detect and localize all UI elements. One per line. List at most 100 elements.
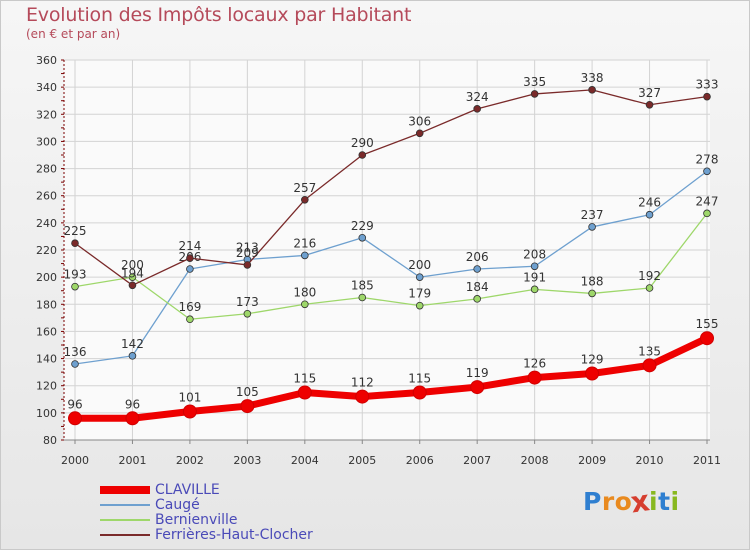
proxiti-logo: Proxiti bbox=[583, 483, 680, 520]
data-point bbox=[128, 273, 137, 281]
chart-title: Evolution des Impôts locaux par Habitant bbox=[26, 4, 412, 26]
data-label: 101 bbox=[178, 391, 201, 405]
x-tick-label: 2004 bbox=[291, 454, 319, 467]
data-point bbox=[642, 358, 657, 373]
data-point bbox=[358, 151, 367, 159]
x-tick-label: 2002 bbox=[176, 454, 204, 467]
x-tick-label: 2003 bbox=[233, 454, 261, 467]
data-label: 192 bbox=[638, 269, 661, 283]
chart-subtitle: (en € et par an) bbox=[26, 27, 121, 41]
data-point bbox=[588, 289, 596, 298]
legend-swatch bbox=[100, 486, 150, 494]
data-point bbox=[71, 239, 79, 248]
data-label: 119 bbox=[466, 366, 489, 380]
data-point bbox=[473, 265, 481, 273]
series-line bbox=[74, 170, 708, 365]
x-tick-label: 2010 bbox=[636, 454, 664, 467]
data-point bbox=[530, 90, 539, 98]
data-label: 208 bbox=[523, 247, 546, 261]
data-label: 142 bbox=[121, 337, 144, 351]
y-tick-label: 240 bbox=[36, 217, 57, 230]
data-point bbox=[703, 209, 711, 218]
data-point bbox=[527, 370, 542, 385]
data-point bbox=[301, 195, 309, 204]
data-point bbox=[301, 251, 309, 260]
data-point bbox=[530, 285, 539, 294]
data-point bbox=[588, 223, 596, 231]
data-point bbox=[186, 315, 194, 324]
legend-label: Caugé bbox=[155, 497, 200, 513]
y-tick-label: 300 bbox=[36, 135, 57, 148]
data-label: 105 bbox=[236, 385, 259, 399]
data-point bbox=[128, 352, 137, 360]
data-point bbox=[473, 295, 481, 303]
data-label: 257 bbox=[293, 181, 316, 195]
y-tick-label: 280 bbox=[36, 163, 57, 176]
data-point bbox=[415, 129, 424, 138]
data-point bbox=[182, 404, 197, 419]
series-bernienville: 193 200 169 173 180 185 179 184 191 188 192 247 bbox=[64, 194, 719, 324]
data-label: 290 bbox=[351, 136, 374, 150]
y-tick-label: 180 bbox=[36, 298, 57, 311]
data-label: 247 bbox=[696, 194, 719, 208]
legend-label: Ferrières-Haut-Clocher bbox=[155, 527, 313, 543]
legend-swatch bbox=[100, 519, 150, 521]
data-label: 209 bbox=[236, 246, 259, 260]
data-point bbox=[473, 105, 481, 113]
series-claville: 96 96 101 105 115 112 115 119 126 129 135 155 bbox=[67, 317, 719, 426]
series-line bbox=[74, 89, 708, 286]
y-tick-label: 340 bbox=[36, 81, 57, 94]
series-ferrieres-haut-clocher: 225 194 214 209 257 290 306 324 335 338 327 333 bbox=[64, 71, 719, 290]
y-tick-label: 140 bbox=[36, 353, 57, 366]
data-label: 115 bbox=[408, 372, 431, 386]
data-point bbox=[585, 366, 600, 381]
data-label: 200 bbox=[121, 258, 144, 272]
data-label: 333 bbox=[696, 78, 719, 92]
data-label: 155 bbox=[696, 317, 719, 331]
data-point bbox=[703, 167, 711, 176]
data-label: 194 bbox=[121, 266, 144, 280]
data-point bbox=[186, 254, 194, 262]
data-point bbox=[700, 331, 714, 346]
series-line bbox=[71, 334, 711, 422]
data-label: 126 bbox=[523, 357, 546, 371]
data-point bbox=[68, 411, 82, 426]
x-tick-label: 2009 bbox=[578, 454, 606, 467]
data-label: 214 bbox=[178, 239, 201, 253]
data-point bbox=[71, 360, 79, 368]
data-label: 327 bbox=[638, 86, 661, 100]
x-tick-label: 2001 bbox=[118, 454, 146, 467]
data-point bbox=[243, 309, 252, 318]
y-tick-label: 200 bbox=[36, 271, 57, 284]
data-point bbox=[412, 385, 427, 400]
data-label: 246 bbox=[638, 196, 661, 210]
data-point bbox=[415, 273, 424, 281]
x-tick-label: 2011 bbox=[693, 454, 721, 467]
data-label: 179 bbox=[408, 287, 431, 301]
data-label: 338 bbox=[581, 71, 604, 85]
data-label: 180 bbox=[293, 285, 316, 299]
data-point bbox=[71, 282, 79, 291]
data-point bbox=[125, 411, 140, 426]
y-tick-label: 160 bbox=[36, 325, 57, 338]
data-point bbox=[240, 399, 255, 414]
data-label: 129 bbox=[581, 353, 604, 367]
data-point bbox=[358, 293, 367, 302]
y-tick-label: 360 bbox=[36, 54, 57, 67]
data-label: 188 bbox=[581, 274, 604, 288]
data-point bbox=[415, 301, 424, 310]
data-label: 237 bbox=[581, 208, 604, 222]
data-point bbox=[297, 385, 312, 400]
data-point bbox=[703, 92, 711, 101]
x-tick-label: 2007 bbox=[463, 454, 491, 467]
data-label: 115 bbox=[293, 372, 316, 386]
data-point bbox=[186, 265, 194, 273]
x-tick-label: 2005 bbox=[348, 454, 376, 467]
y-tick-label: 100 bbox=[36, 407, 57, 420]
data-label: 185 bbox=[351, 279, 374, 293]
y-tick-label: 320 bbox=[36, 108, 57, 121]
data-label: 173 bbox=[236, 295, 259, 309]
legend-swatch bbox=[100, 534, 150, 536]
y-tick-label: 220 bbox=[36, 244, 57, 257]
